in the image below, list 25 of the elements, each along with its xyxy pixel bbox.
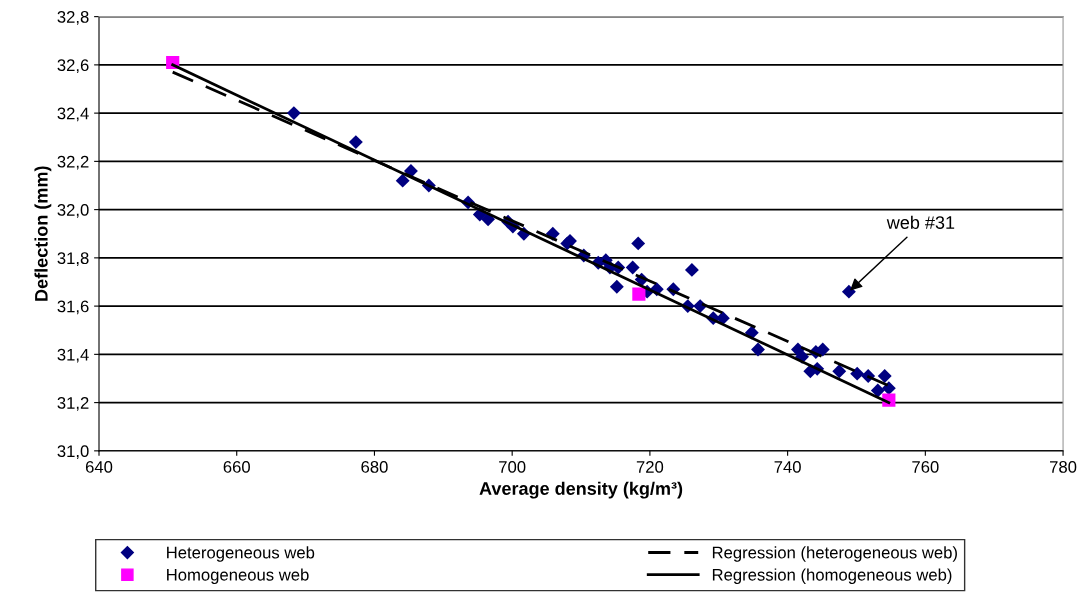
x-tick-label: 760 — [912, 461, 939, 473]
y-axis-title: Deflection (mm) — [34, 166, 52, 301]
x-tick-label: 680 — [361, 461, 388, 473]
legend-label: Homogeneous web — [167, 568, 309, 584]
y-tick-label: 31,8 — [57, 252, 89, 267]
y-tick-label: 32,0 — [57, 204, 89, 218]
x-tick-label: 720 — [636, 461, 664, 473]
y-tick-label: 31,4 — [57, 348, 89, 363]
legend-label: Regression (heterogeneous web) — [712, 546, 957, 562]
x-tick-label: 740 — [774, 461, 801, 473]
annotation: web #31 — [886, 215, 955, 229]
x-tick-label: 700 — [499, 461, 526, 473]
x-axis-title: Average density (kg/m³) — [479, 481, 683, 499]
y-tick-label: 31,2 — [57, 397, 89, 411]
x-tick-label: 640 — [85, 461, 113, 473]
x-tick-label: 660 — [223, 461, 250, 473]
y-tick-label: 32,2 — [57, 155, 89, 170]
y-tick-label: 31,6 — [57, 300, 89, 315]
y-tick-label: 31,0 — [57, 445, 89, 460]
y-tick-label: 32,8 — [57, 11, 89, 25]
y-tick-label: 32,6 — [57, 59, 89, 74]
legend-label: Regression (homogeneous web) — [712, 568, 952, 584]
y-tick-label: 32,4 — [57, 107, 89, 122]
x-tick-label: 780 — [1050, 461, 1077, 473]
legend-label: Heterogeneous web — [167, 546, 315, 562]
